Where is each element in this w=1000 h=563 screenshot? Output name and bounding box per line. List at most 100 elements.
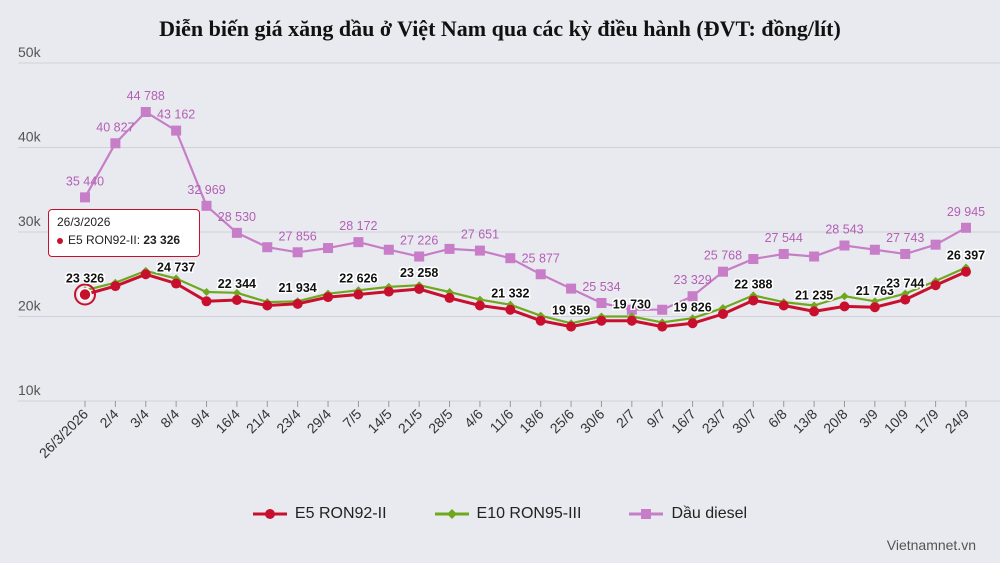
- chart-title: Diễn biến giá xăng dầu ở Việt Nam qua cá…: [159, 16, 841, 41]
- data-label-2: 27 743: [886, 231, 924, 245]
- series-line-1: [84, 266, 967, 325]
- data-label-0: 21 235: [795, 288, 833, 302]
- tooltip-date: 26/3/2026: [57, 215, 111, 229]
- x-tick-label: 2/7: [613, 406, 638, 431]
- x-tick-label: 9/7: [643, 406, 668, 431]
- point-e5: [444, 292, 455, 303]
- x-tick-label: 16/4: [212, 406, 243, 437]
- point-diesel: [717, 266, 728, 277]
- point-diesel: [900, 248, 911, 259]
- series-lines: [84, 110, 967, 329]
- point-diesel: [869, 244, 880, 255]
- point-e5: [323, 292, 334, 303]
- point-e5: [201, 296, 212, 307]
- data-labels: 35 440 40 827 44 788 43 162 32 969 28 530 27 8…: [64, 89, 986, 319]
- x-tick-label: 10/9: [881, 406, 912, 437]
- point-e5: [778, 300, 789, 311]
- tooltip-row: E5 RON92-II: 23 326: [57, 233, 191, 247]
- point-diesel: [80, 192, 90, 203]
- data-label-2: 35 440: [66, 174, 104, 188]
- point-e5: [140, 269, 151, 280]
- data-label-2: 29 945: [947, 205, 985, 219]
- x-tick-label: 18/6: [516, 406, 547, 437]
- point-e5: [110, 281, 121, 292]
- point-e5: [505, 304, 516, 315]
- x-tick-label: 16/7: [668, 406, 699, 437]
- point-diesel: [961, 222, 971, 233]
- point-diesel: [687, 291, 698, 302]
- point-e5: [383, 286, 394, 297]
- data-label-0: 23 326: [66, 272, 104, 286]
- x-tick-label: 11/6: [487, 406, 517, 436]
- data-label-0: 26 397: [947, 249, 985, 263]
- point-diesel: [262, 242, 273, 253]
- point-e10: [840, 292, 849, 301]
- point-e5: [596, 315, 607, 326]
- point-diesel: [353, 237, 364, 248]
- point-diesel: [201, 200, 212, 211]
- tooltip-dot: [57, 237, 63, 244]
- point-diesel: [323, 243, 334, 254]
- tooltip: 26/3/2026 E5 RON92-II: 23 326: [48, 209, 200, 257]
- data-label-0: 21 934: [279, 281, 317, 295]
- point-e5: [961, 266, 971, 277]
- point-diesel: [140, 107, 151, 118]
- point-e5: [566, 321, 577, 332]
- point-e5: [414, 283, 425, 294]
- data-label-2: 27 226: [400, 234, 438, 248]
- point-e5: [353, 289, 364, 300]
- legend: E5 RON92-II E10 RON95-III Dầu diesel: [0, 505, 1000, 523]
- point-e5: [262, 300, 273, 311]
- x-tick-label: 24/9: [942, 406, 973, 437]
- point-e5: [839, 301, 850, 312]
- x-tick-label: 26/3/2026: [36, 406, 92, 462]
- data-label-0: 19 730: [613, 298, 651, 312]
- legend-item-e5[interactable]: E5 RON92-II: [252, 505, 387, 523]
- legend-item-diesel[interactable]: Dầu diesel: [629, 505, 747, 523]
- data-label-0: 19 359: [552, 304, 590, 318]
- x-tick-label: 25/6: [547, 406, 578, 437]
- x-tick-label: 21/5: [395, 406, 426, 437]
- point-diesel: [292, 247, 303, 258]
- data-label-0: 22 388: [734, 277, 772, 291]
- data-label-2: 27 856: [279, 229, 317, 243]
- tooltip-value: 23 326: [143, 233, 181, 247]
- point-diesel: [839, 240, 850, 251]
- point-diesel: [626, 304, 637, 315]
- point-e5: [869, 302, 880, 313]
- x-tick-label: 17/9: [911, 406, 942, 437]
- point-e5: [809, 306, 820, 317]
- x-tick-label: 28/5: [425, 406, 456, 437]
- data-label-2: 44 788: [127, 89, 165, 103]
- legend-diesel-label: Dầu diesel: [671, 505, 748, 522]
- x-tick-label: 30/7: [729, 406, 760, 437]
- data-label-2: 23 329: [673, 273, 711, 287]
- point-diesel: [474, 245, 485, 256]
- source-credit: Vietnamnet.vn: [886, 537, 976, 553]
- y-tick-label: 30k: [18, 213, 42, 229]
- data-label-2: 32 969: [187, 183, 225, 197]
- data-label-2: 27 544: [765, 231, 803, 245]
- x-tick-label: 30/6: [577, 406, 608, 437]
- data-label-0: 23 744: [886, 277, 924, 291]
- point-diesel: [596, 297, 607, 308]
- x-tick-label: 2/4: [96, 406, 121, 431]
- point-e5: [657, 321, 668, 332]
- point-e5: [900, 294, 911, 305]
- point-diesel: [657, 304, 668, 315]
- point-e5: [626, 315, 637, 326]
- highlight-point: [78, 287, 92, 302]
- data-label-2: 25 534: [582, 280, 620, 294]
- point-diesel: [748, 254, 759, 265]
- legend-e10-label: E10 RON95-III: [476, 505, 582, 522]
- y-tick-label: 20k: [18, 298, 42, 314]
- x-tick-label: 23/7: [699, 406, 730, 437]
- data-label-0: 21 332: [491, 287, 529, 301]
- point-diesel: [444, 243, 455, 254]
- legend-item-e10[interactable]: E10 RON95-III: [434, 505, 582, 523]
- point-e5: [930, 280, 941, 291]
- data-label-2: 27 651: [461, 228, 499, 242]
- data-label-2: 25 877: [522, 251, 560, 265]
- point-diesel: [809, 251, 820, 262]
